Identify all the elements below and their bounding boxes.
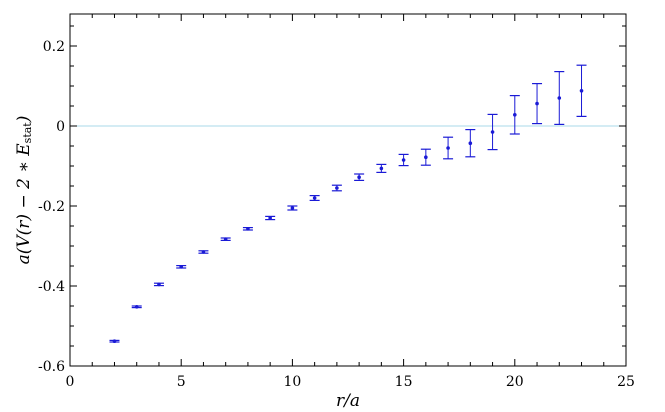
data-point bbox=[402, 158, 406, 162]
data-point bbox=[469, 141, 473, 145]
data-point bbox=[357, 175, 361, 179]
tick-labels: 0 5 10 15 20 25 -0.6 -0.4 -0.2 0 0.2 bbox=[38, 39, 635, 390]
x-axis-label: r/a bbox=[336, 391, 360, 411]
x-tick-label: 10 bbox=[283, 374, 301, 390]
data-point bbox=[580, 89, 584, 93]
y-tick-label: 0 bbox=[56, 119, 65, 135]
data-point bbox=[557, 96, 561, 100]
data-point bbox=[246, 227, 250, 231]
y-axis-label-main: a(V(r) − 2 ∗ E bbox=[14, 143, 34, 265]
data-points bbox=[113, 89, 584, 343]
x-tick-label: 0 bbox=[66, 374, 75, 390]
data-point bbox=[157, 283, 161, 287]
y-tick-label: -0.4 bbox=[38, 279, 65, 295]
error-bars bbox=[109, 65, 586, 342]
data-point bbox=[313, 196, 317, 200]
data-point bbox=[380, 167, 384, 171]
x-tick-label: 15 bbox=[395, 374, 413, 390]
data-point bbox=[179, 265, 183, 269]
data-point bbox=[268, 216, 272, 220]
data-point bbox=[513, 113, 517, 117]
plot-frame bbox=[70, 14, 626, 366]
x-tick-label: 20 bbox=[506, 374, 524, 390]
y-axis-label-subscript: stat bbox=[21, 122, 34, 144]
data-point bbox=[491, 130, 495, 134]
y-tick-label: -0.6 bbox=[38, 359, 65, 375]
data-point bbox=[224, 237, 228, 241]
data-point bbox=[424, 155, 428, 159]
y-tick-label: 0.2 bbox=[43, 39, 65, 55]
data-point bbox=[446, 146, 450, 150]
data-point bbox=[202, 250, 206, 254]
y-axis-label-close: ) bbox=[14, 116, 34, 124]
y-axis-label: a(V(r) − 2 ∗ Estat) bbox=[14, 116, 35, 265]
y-tick-label: -0.2 bbox=[38, 199, 65, 215]
data-point bbox=[335, 186, 339, 190]
data-point bbox=[535, 102, 539, 106]
x-tick-label: 25 bbox=[617, 374, 635, 390]
axis-ticks bbox=[70, 14, 626, 366]
x-tick-label: 5 bbox=[177, 374, 186, 390]
data-point bbox=[113, 339, 117, 343]
data-point bbox=[135, 305, 139, 309]
data-point bbox=[291, 206, 295, 210]
